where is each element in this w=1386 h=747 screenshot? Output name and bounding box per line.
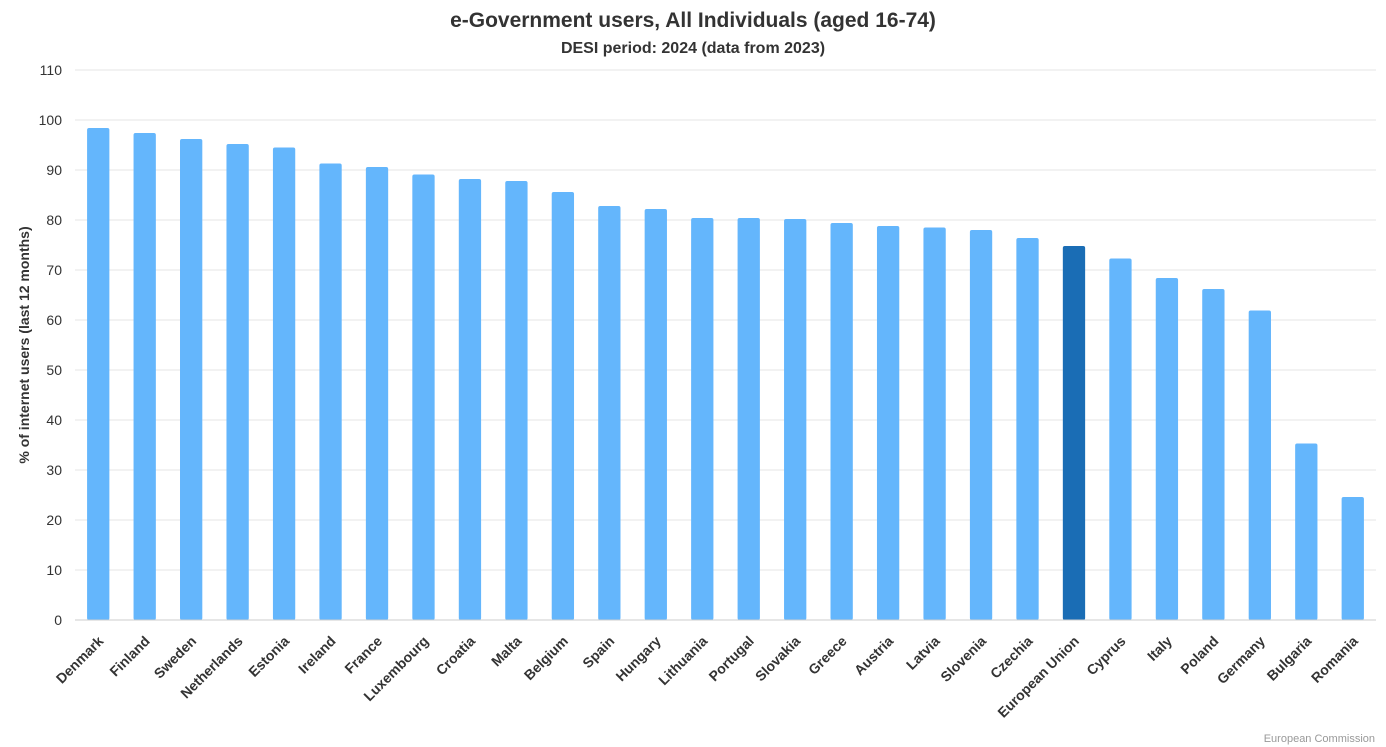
y-axis-ticks: 0 10 20 30 40 50 60 70 80 90 100 110 — [39, 62, 63, 628]
y-tick-label: 40 — [46, 412, 62, 428]
x-tick-label: Bulgaria — [1264, 633, 1315, 684]
bar-netherlands[interactable] — [226, 144, 249, 620]
y-tick-label: 110 — [40, 62, 63, 78]
bar-czechia[interactable] — [1016, 238, 1039, 620]
x-tick-label: Finland — [106, 633, 153, 680]
bar-germany[interactable] — [1248, 310, 1271, 621]
y-tick-label: 30 — [46, 462, 62, 478]
x-tick-label: France — [341, 633, 385, 677]
bar-croatia[interactable] — [458, 179, 482, 620]
x-tick-label: Portugal — [705, 633, 756, 684]
y-tick-label: 20 — [46, 512, 62, 528]
bar-slovakia[interactable] — [784, 219, 807, 620]
bar-european-union[interactable] — [1062, 246, 1086, 620]
x-tick-label: Malta — [488, 633, 525, 670]
x-tick-label: Germany — [1214, 633, 1268, 687]
bar-malta[interactable] — [505, 181, 528, 620]
bar-portugal[interactable] — [737, 218, 760, 620]
y-tick-label: 70 — [46, 262, 62, 278]
x-tick-label: Italy — [1144, 633, 1175, 664]
x-tick-label: Austria — [851, 633, 897, 679]
bars — [87, 128, 1364, 620]
bar-sweden[interactable] — [180, 139, 203, 620]
bar-austria[interactable] — [876, 226, 900, 620]
y-tick-label: 10 — [46, 562, 62, 578]
y-tick-label: 80 — [46, 212, 62, 228]
bar-slovenia[interactable] — [969, 230, 993, 620]
y-tick-label: 100 — [39, 112, 63, 128]
bar-spain[interactable] — [598, 206, 621, 620]
x-tick-label: Poland — [1177, 633, 1221, 677]
x-tick-label: Slovenia — [937, 633, 989, 685]
x-tick-label: Romania — [1308, 633, 1361, 686]
y-axis-label: % of internet users (last 12 months) — [16, 226, 32, 463]
y-tick-label: 0 — [54, 612, 62, 628]
y-tick-label: 50 — [46, 362, 62, 378]
bar-luxembourg[interactable] — [412, 174, 435, 621]
gridlines — [75, 69, 1376, 571]
x-tick-label: Estonia — [245, 633, 292, 680]
x-tick-label: Greece — [805, 633, 850, 678]
bar-latvia[interactable] — [923, 227, 946, 621]
credit-text: European Commission — [1264, 733, 1375, 745]
bar-france[interactable] — [365, 167, 389, 620]
y-tick-label: 90 — [46, 162, 62, 178]
bar-bulgaria[interactable] — [1295, 443, 1318, 621]
bar-poland[interactable] — [1202, 289, 1225, 620]
bar-romania[interactable] — [1341, 497, 1364, 620]
x-tick-label: Latvia — [903, 633, 943, 673]
bar-denmark[interactable] — [87, 128, 110, 620]
bar-lithuania[interactable] — [691, 218, 714, 620]
bar-greece[interactable] — [830, 223, 853, 620]
x-tick-label: Lithuania — [655, 633, 710, 688]
x-tick-label: Ireland — [295, 633, 339, 677]
x-tick-label: Croatia — [433, 633, 479, 679]
bar-belgium[interactable] — [551, 192, 575, 620]
bar-finland[interactable] — [133, 133, 156, 620]
x-tick-label: Belgium — [521, 633, 571, 683]
y-tick-label: 60 — [46, 312, 62, 328]
chart-title: e-Government users, All Individuals (age… — [450, 9, 936, 32]
bar-cyprus[interactable] — [1109, 258, 1132, 621]
x-tick-label: Denmark — [53, 633, 107, 687]
bar-ireland[interactable] — [319, 163, 342, 621]
chart-subtitle: DESI period: 2024 (data from 2023) — [561, 40, 825, 57]
bar-italy[interactable] — [1155, 278, 1179, 620]
x-tick-label: Spain — [579, 633, 617, 671]
x-tick-label: Cyprus — [1083, 633, 1129, 679]
x-tick-label: European Union — [994, 633, 1082, 721]
bar-hungary[interactable] — [644, 209, 667, 620]
bar-estonia[interactable] — [272, 147, 296, 621]
x-tick-label: Slovakia — [752, 633, 804, 685]
